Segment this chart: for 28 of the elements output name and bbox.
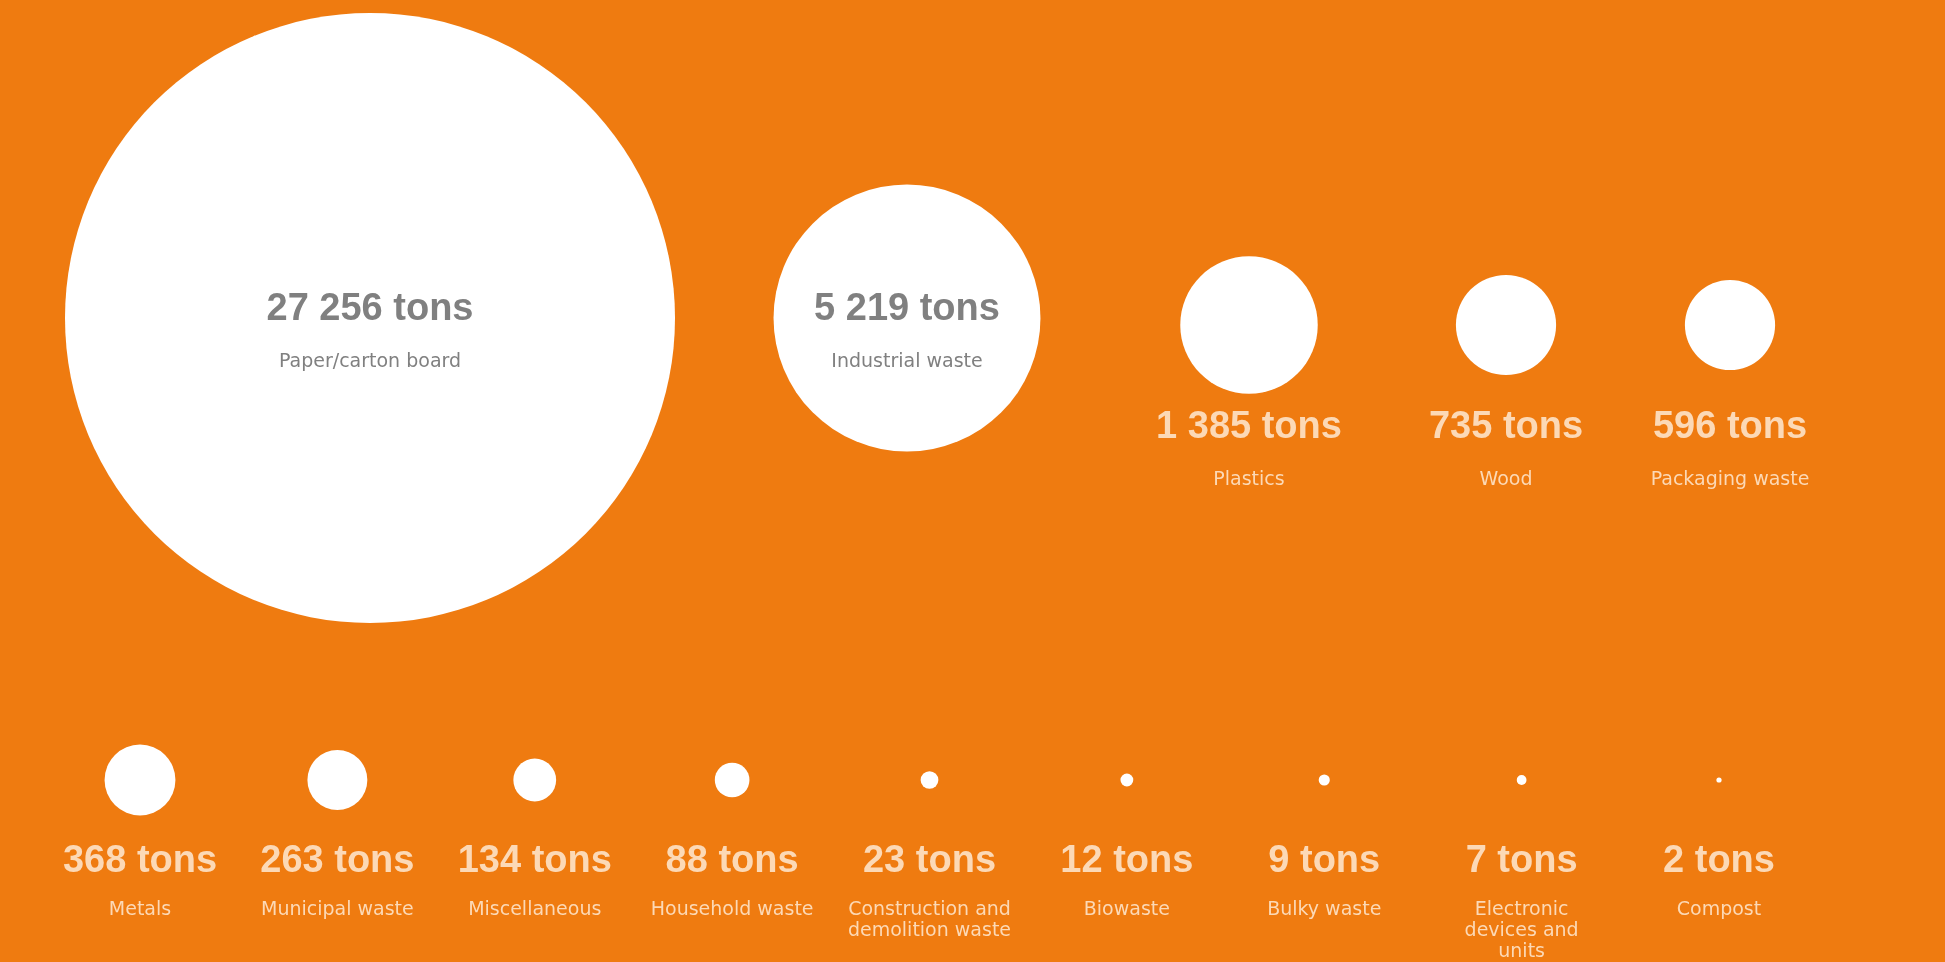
data-label: 134 tons xyxy=(457,838,612,881)
category-label: Industrial waste xyxy=(831,348,983,371)
data-label: 88 tons xyxy=(665,838,799,881)
data-label: 5 219 tons xyxy=(814,286,1000,329)
category-label: Packaging waste xyxy=(1650,466,1810,489)
data-label: 596 tons xyxy=(1652,404,1808,447)
category-label: Biowaste xyxy=(1083,896,1170,919)
data-label: 27 256 tons xyxy=(266,286,474,329)
data-label: 7 tons xyxy=(1465,838,1578,881)
data-label: 735 tons xyxy=(1428,404,1584,447)
category-label: Miscellaneous xyxy=(468,896,602,919)
data-label: 1 385 tons xyxy=(1156,404,1342,447)
category-label: Household waste xyxy=(650,896,814,919)
data-label: 23 tons xyxy=(862,838,997,881)
category-label: Municipal waste xyxy=(261,896,414,919)
category-label: Paper/carton board xyxy=(278,348,462,371)
data-label: 9 tons xyxy=(1268,838,1381,881)
category-label: Electronic devices and units xyxy=(1464,896,1579,961)
data-label: 12 tons xyxy=(1060,838,1194,881)
data-label: 263 tons xyxy=(260,838,415,881)
data-label: 2 tons xyxy=(1663,838,1775,881)
category-label: Metals xyxy=(108,896,172,919)
data-label: 368 tons xyxy=(62,838,218,881)
category-label: Wood xyxy=(1479,466,1533,489)
category-label: Compost xyxy=(1676,896,1762,919)
category-label: Bulky waste xyxy=(1267,896,1382,919)
category-label: Plastics xyxy=(1213,466,1285,489)
category-label: Construction and demolition waste xyxy=(847,896,1012,940)
